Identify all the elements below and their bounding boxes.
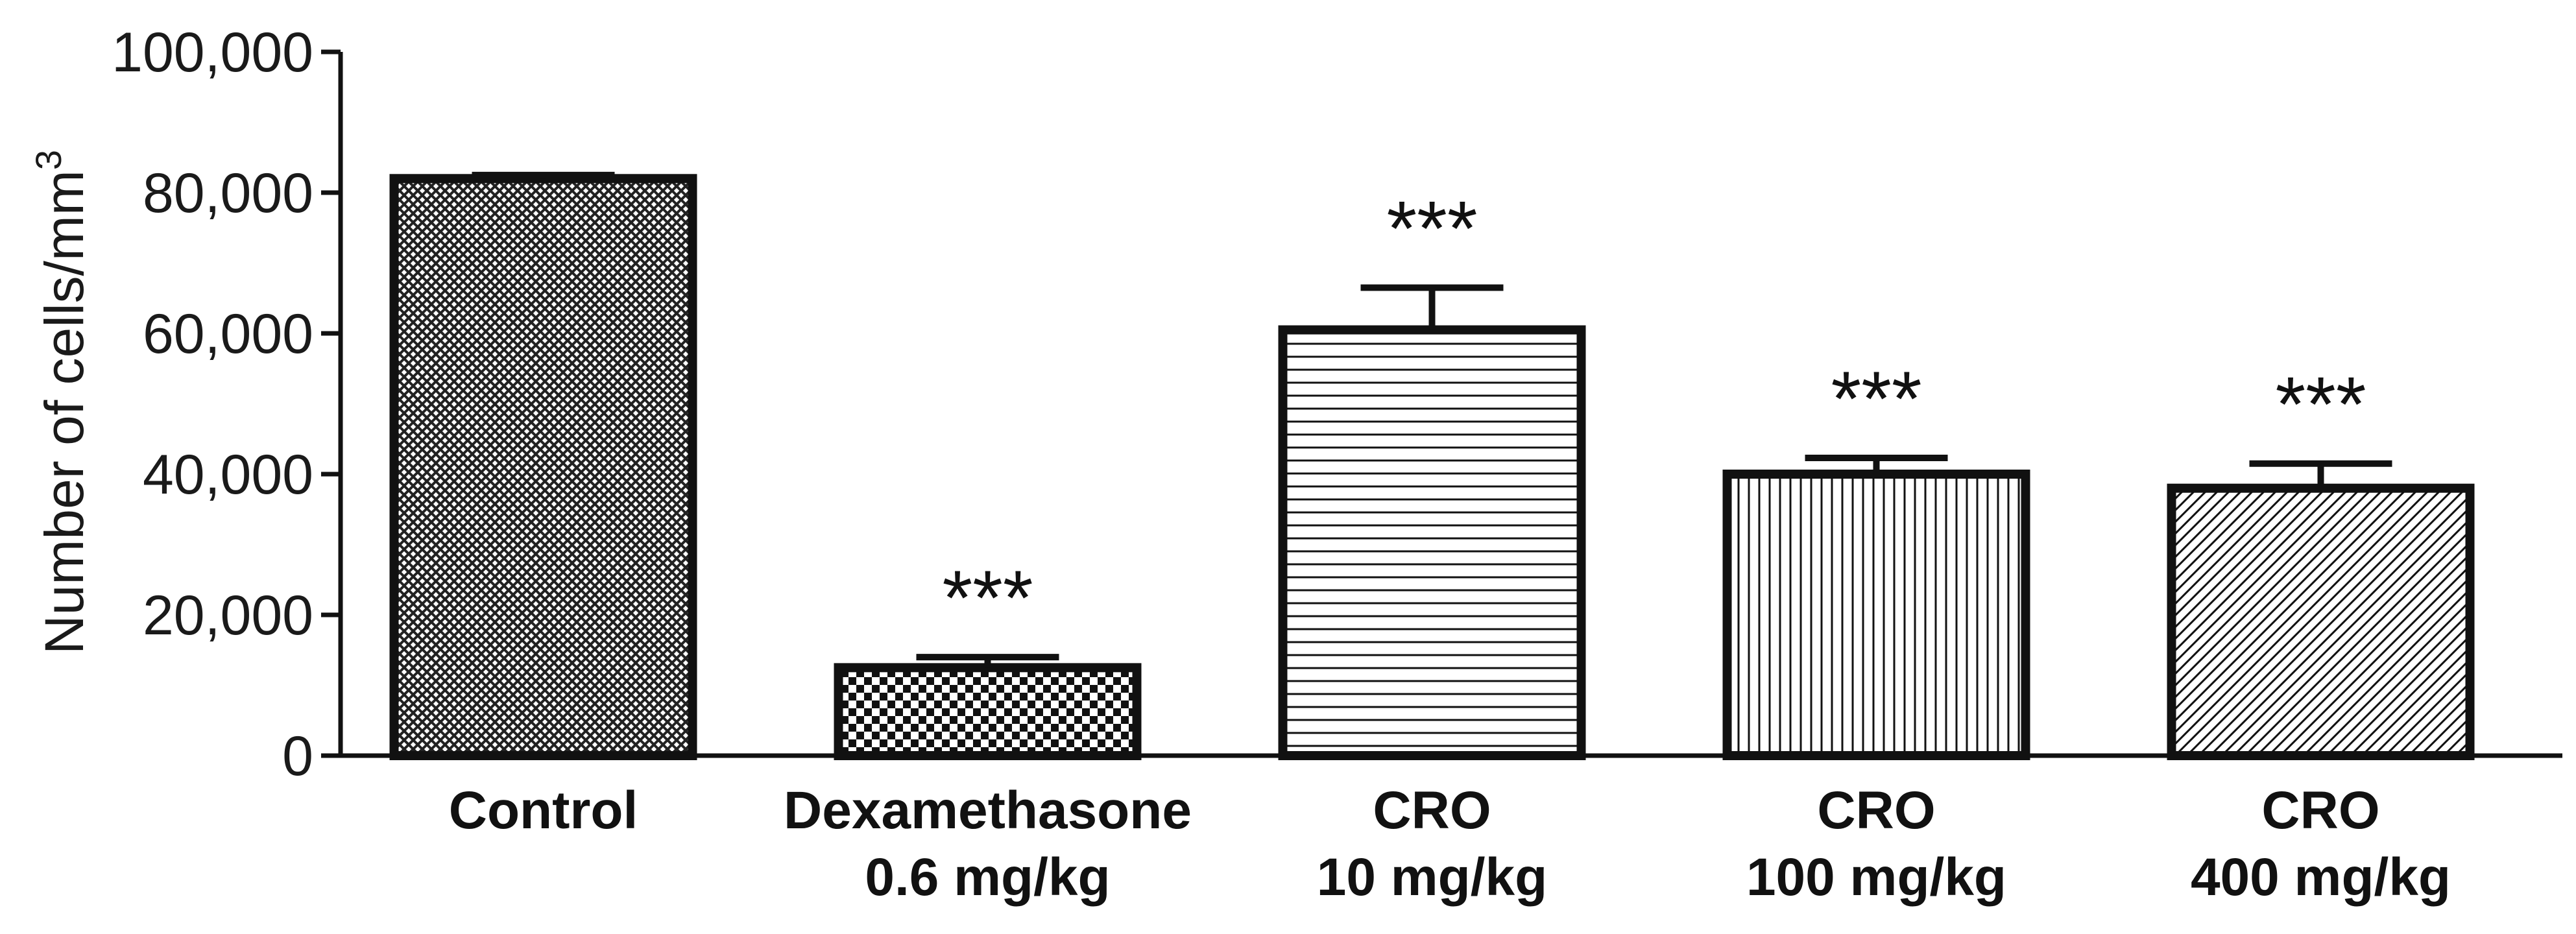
y-tick-label: 0 [282, 725, 313, 787]
category-label: CRO [2261, 781, 2379, 840]
category-sublabel: 10 mg/kg [1317, 848, 1547, 907]
y-axis-title-superscript: 3 [28, 150, 69, 170]
significance-label: *** [1386, 185, 1477, 272]
category-sublabel: 0.6 mg/kg [865, 848, 1110, 907]
y-tick-label: 60,000 [143, 303, 313, 365]
category-label: CRO [1373, 781, 1491, 840]
y-tick-label: 100,000 [112, 21, 313, 84]
significance-label: *** [942, 555, 1033, 641]
y-tick-label: 40,000 [143, 444, 313, 506]
y-tick-label: 20,000 [143, 584, 313, 647]
significance-label: *** [1831, 355, 1921, 442]
significance-label: *** [2275, 361, 2366, 448]
category-label: Control [449, 781, 638, 840]
category-sublabel: 100 mg/kg [1746, 848, 2006, 907]
labels-group: Control *** Dexamethasone 0.6 mg/kg *** CRO 10… [449, 185, 2451, 907]
bar [389, 174, 697, 760]
y-tick-label: 80,000 [143, 162, 313, 224]
category-sublabel: 400 mg/kg [2191, 848, 2451, 907]
bar [834, 663, 1142, 760]
bar [1278, 325, 1586, 760]
bars-group [389, 171, 2475, 760]
axes: 0 20,000 40,000 60,000 80,000 100,000 [112, 21, 2562, 787]
bar [1722, 470, 2030, 760]
category-label: Dexamethasone [784, 781, 1192, 840]
y-axis-title: Number of cells/mm3 [28, 150, 95, 654]
category-label: CRO [1817, 781, 1935, 840]
bar [2167, 483, 2475, 760]
